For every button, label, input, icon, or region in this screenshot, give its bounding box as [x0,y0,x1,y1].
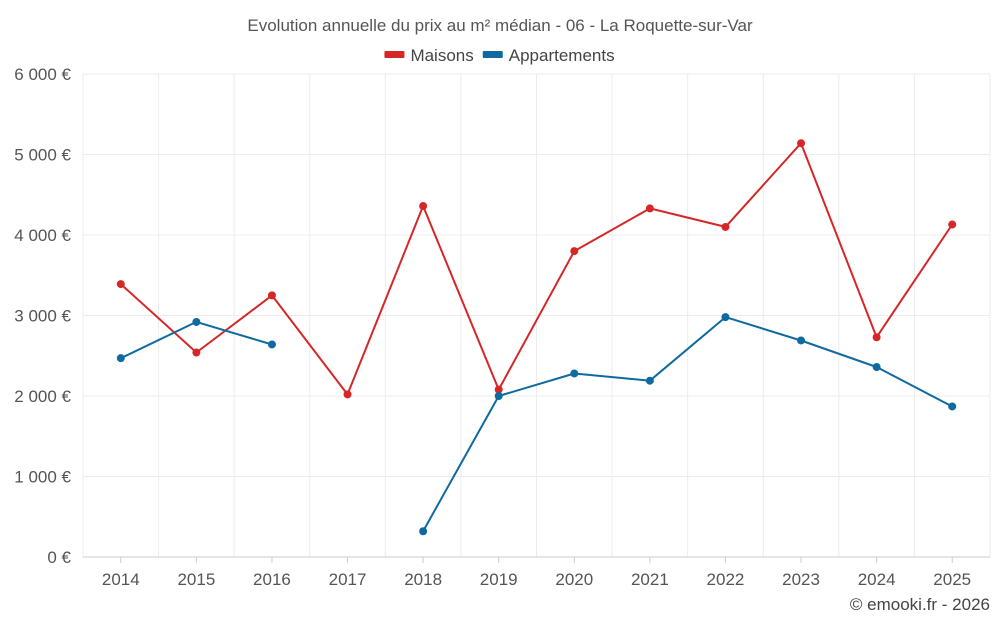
x-tick-label: 2020 [555,570,593,589]
x-axis: 2014 2015 2016 2017 2018 2019 2020 2021 2022 2023… [102,557,971,589]
credit-text: © emooki.fr - 2026 [850,595,990,614]
data-point[interactable] [419,527,428,536]
data-point[interactable] [116,280,125,289]
legend-item-maisons[interactable]: Maisons [384,46,474,65]
data-point[interactable] [192,317,201,326]
series-layer [116,139,957,536]
x-tick-label: 2015 [177,570,215,589]
legend-swatch [384,51,405,58]
legend: Maisons Appartements [384,46,615,65]
legend-swatch [482,51,503,58]
y-tick-label: 1 000 € [14,468,71,487]
y-tick-label: 2 000 € [14,387,71,406]
series-appartements [116,313,957,536]
data-point[interactable] [343,390,352,399]
data-point[interactable] [267,340,276,349]
x-tick-label: 2025 [933,570,971,589]
data-point[interactable] [494,392,503,400]
data-point[interactable] [192,348,201,357]
series-maisons [116,139,957,399]
data-point[interactable] [645,204,654,213]
data-point[interactable] [267,291,276,300]
data-point[interactable] [570,369,579,378]
x-tick-label: 2019 [480,570,518,589]
data-point[interactable] [948,220,957,229]
x-tick-label: 2018 [404,570,442,589]
grid [82,73,991,558]
data-point[interactable] [570,247,579,256]
data-point[interactable] [494,385,503,394]
x-tick-label: 2023 [782,570,820,589]
data-point[interactable] [797,139,806,148]
data-point[interactable] [645,376,654,385]
data-point[interactable] [721,313,730,322]
x-tick-label: 2016 [253,570,291,589]
y-tick-label: 6 000 € [14,65,71,84]
data-point[interactable] [797,336,806,345]
y-tick-label: 4 000 € [14,226,71,245]
data-point[interactable] [116,354,125,363]
x-tick-label: 2021 [631,570,669,589]
y-tick-label: 0 € [47,548,71,567]
x-tick-label: 2017 [329,570,367,589]
x-tick-label: 2014 [102,570,140,589]
data-point[interactable] [872,333,881,342]
y-axis: 0 € 1 000 € 2 000 € 3 000 € 4 000 € 5 000 € 6 … [14,65,71,567]
series-line [120,142,954,396]
x-tick-label: 2022 [707,570,745,589]
data-point[interactable] [721,222,730,231]
data-point[interactable] [419,202,428,211]
data-point[interactable] [948,402,957,411]
y-tick-label: 5 000 € [14,146,71,165]
data-point[interactable] [872,363,881,372]
legend-label: Appartements [509,46,615,65]
legend-label: Maisons [410,46,473,65]
chart-title: Evolution annuelle du prix au m² médian … [247,16,753,35]
x-tick-label: 2024 [858,570,896,589]
y-tick-label: 3 000 € [14,307,71,326]
legend-item-appartements[interactable]: Appartements [482,46,615,65]
